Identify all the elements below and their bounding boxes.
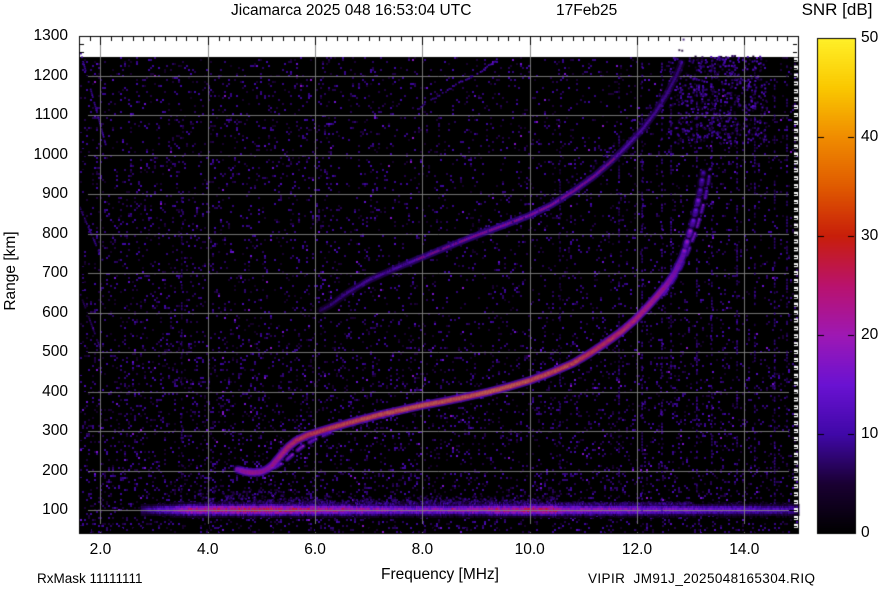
- colorbar-title: SNR [dB]: [801, 0, 873, 19]
- x-tick-label: 12.0: [621, 541, 653, 558]
- y-tick-label: 800: [42, 224, 68, 242]
- plot-title-date: 17Feb25: [556, 2, 618, 19]
- y-tick-label: 300: [42, 422, 68, 440]
- colorbar-tick-label: 10: [861, 425, 879, 442]
- y-tick-label: 900: [42, 185, 68, 203]
- y-tick-label: 700: [42, 264, 68, 282]
- x-tick-label: 8.0: [411, 541, 434, 558]
- plot-title: Jicamarca 2025 048 16:53:04 UTC: [231, 2, 472, 19]
- x-tick-label: 6.0: [304, 541, 326, 558]
- y-tick-label: 1300: [33, 27, 68, 44]
- y-axis-title: Range [km]: [2, 231, 19, 311]
- y-tick-label: 500: [42, 343, 68, 361]
- data-file-annotation: VIPIR JM91J_2025048165304.RIQ: [588, 571, 816, 586]
- colorbar-tick-label: 20: [861, 326, 879, 343]
- y-tick-label: 600: [42, 303, 68, 321]
- x-tick-label: 2.0: [89, 541, 112, 558]
- colorbar-tick-label: 40: [861, 128, 879, 145]
- x-tick-label: 14.0: [729, 541, 760, 558]
- colorbar-tick-label: 0: [861, 524, 870, 541]
- y-tick-label: 1100: [34, 106, 68, 123]
- y-tick-label: 100: [42, 501, 68, 519]
- colorbar-tick-label: 30: [861, 227, 879, 244]
- y-tick-label: 400: [42, 382, 68, 400]
- x-tick-label: 10.0: [514, 541, 545, 558]
- y-tick-label: 1000: [33, 145, 68, 163]
- y-tick-label: 1200: [33, 66, 68, 84]
- x-axis-title: Frequency [MHz]: [380, 566, 499, 583]
- colorbar-tick-label: 50: [861, 29, 879, 46]
- x-tick-label: 4.0: [196, 541, 219, 558]
- y-tick-label: 200: [42, 461, 68, 479]
- rx-mask-annotation: RxMask 11111111: [37, 571, 143, 586]
